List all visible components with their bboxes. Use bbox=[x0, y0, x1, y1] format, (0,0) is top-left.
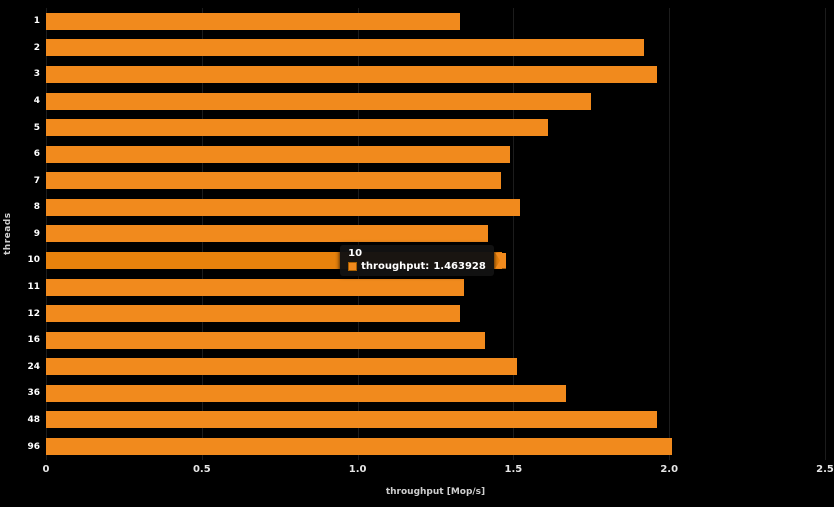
y-tick-label: 11 bbox=[27, 282, 40, 293]
y-tick-label: 8 bbox=[33, 202, 40, 213]
y-tick-label: 48 bbox=[27, 414, 40, 425]
bar-24[interactable] bbox=[46, 358, 517, 376]
bar-row: 3 bbox=[34, 61, 825, 88]
bar-row: 2 bbox=[34, 35, 825, 62]
bar-row: 24 bbox=[27, 354, 825, 381]
bar-7[interactable] bbox=[46, 172, 501, 190]
bar-48[interactable] bbox=[46, 411, 657, 429]
x-tick-label: 2.5 bbox=[816, 464, 834, 475]
bar-row: 1 bbox=[34, 8, 825, 35]
x-axis: 0 0.5 1.0 1.5 2.0 2.5 bbox=[42, 464, 834, 478]
bar-12[interactable] bbox=[46, 305, 461, 323]
bar-11[interactable] bbox=[46, 278, 464, 296]
bar-8[interactable] bbox=[46, 198, 520, 216]
bar-4[interactable] bbox=[46, 92, 592, 110]
bar-row: 12 bbox=[27, 300, 825, 327]
y-tick-label: 96 bbox=[27, 441, 40, 452]
y-tick-label: 7 bbox=[33, 175, 40, 186]
y-tick-label: 3 bbox=[33, 69, 40, 80]
y-tick-label: 4 bbox=[33, 96, 40, 107]
bar-row: 6 bbox=[34, 141, 825, 168]
tooltip-value: 1.463928 bbox=[433, 261, 486, 273]
bar-6[interactable] bbox=[46, 145, 511, 163]
bar-1[interactable] bbox=[46, 12, 461, 30]
bar-row: 9 bbox=[34, 221, 825, 248]
bar-row: 36 bbox=[27, 380, 825, 407]
y-tick-label: 36 bbox=[27, 388, 40, 399]
bar-row: 5 bbox=[34, 114, 825, 141]
y-tick-label: 9 bbox=[33, 228, 40, 239]
gridline bbox=[825, 8, 826, 460]
hover-marker-icon bbox=[495, 252, 507, 269]
bar-row: 16 bbox=[27, 327, 825, 354]
plot-area: 1 2 3 4 5 6 7 8 9 10 11 12 16 24 36 48 96 bbox=[27, 8, 826, 460]
bar-36[interactable] bbox=[46, 384, 567, 402]
y-tick-label: 10 bbox=[27, 255, 40, 266]
x-axis-title: throughput [Mop/s] bbox=[385, 487, 486, 497]
bar-5[interactable] bbox=[46, 119, 548, 137]
bar-3[interactable] bbox=[46, 65, 657, 83]
bar-96[interactable] bbox=[46, 438, 673, 456]
y-tick-label: 16 bbox=[27, 335, 40, 346]
x-tick-label: 1.0 bbox=[348, 464, 367, 475]
gridline bbox=[513, 8, 515, 460]
bar-row: 8 bbox=[34, 194, 825, 221]
series-swatch-icon bbox=[348, 262, 358, 272]
y-tick-label: 2 bbox=[33, 42, 40, 53]
x-tick-label: 0 bbox=[42, 464, 50, 475]
bar-row: 7 bbox=[34, 167, 825, 194]
bar-row: 4 bbox=[34, 88, 825, 115]
x-tick-label: 0.5 bbox=[192, 464, 211, 475]
bar-2[interactable] bbox=[46, 39, 645, 57]
y-tick-label: 24 bbox=[27, 361, 40, 372]
y-tick-label: 12 bbox=[27, 308, 40, 319]
tooltip-category: 10 bbox=[348, 248, 363, 260]
bar-16[interactable] bbox=[46, 331, 486, 349]
y-tick-label: 5 bbox=[33, 122, 40, 133]
y-tick-label: 6 bbox=[33, 149, 40, 160]
bar-row: 48 bbox=[27, 407, 825, 434]
tooltip: 10 throughput: 1.463928 bbox=[340, 245, 494, 277]
bar-row: 96 bbox=[27, 433, 825, 460]
x-tick-label: 2.0 bbox=[660, 464, 679, 475]
tooltip-label: throughput: bbox=[361, 261, 430, 273]
x-tick-label: 1.5 bbox=[504, 464, 523, 475]
bar-row: 11 bbox=[27, 274, 825, 301]
gridline bbox=[669, 8, 671, 460]
bar-9[interactable] bbox=[46, 225, 489, 243]
y-tick-label: 1 bbox=[33, 16, 40, 27]
